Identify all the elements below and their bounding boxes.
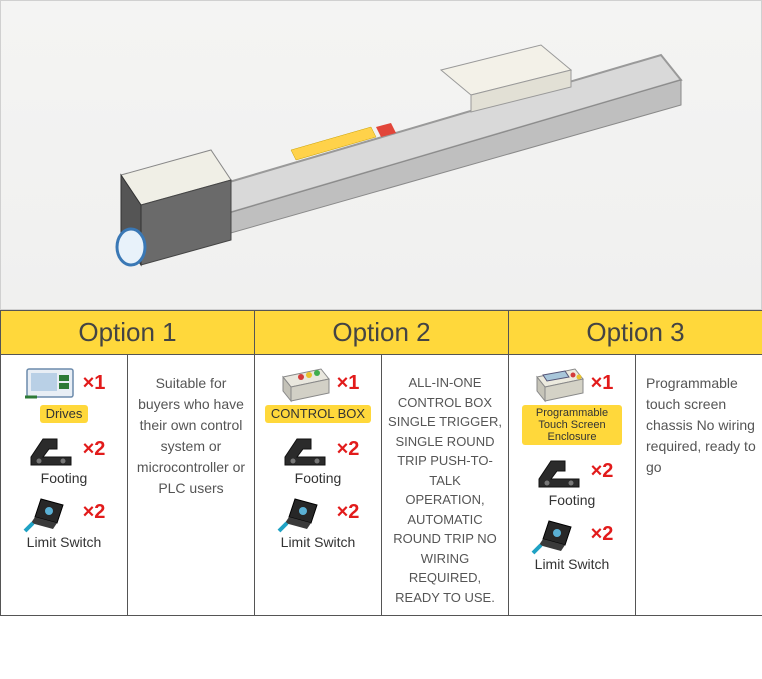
limit-icon bbox=[277, 493, 333, 533]
option-header-1: Option 1 bbox=[1, 311, 255, 355]
footing-icon bbox=[277, 429, 333, 469]
limit-icon bbox=[23, 493, 79, 533]
option2-components: ×1 CONTROL BOX ×2 Footing ×2 Limit Switch bbox=[255, 355, 382, 616]
component-qty: ×2 bbox=[83, 438, 106, 461]
limit-icon bbox=[531, 515, 587, 555]
component-qty: ×1 bbox=[337, 372, 360, 395]
component-item: ×2 Limit Switch bbox=[513, 515, 631, 572]
component-qty: ×2 bbox=[591, 523, 614, 546]
component-item: ×2 Footing bbox=[259, 429, 377, 486]
component-row: ×2 bbox=[531, 451, 614, 491]
component-label: Limit Switch bbox=[27, 535, 102, 550]
component-item: ×2 Limit Switch bbox=[5, 493, 123, 550]
component-row: ×2 bbox=[277, 493, 360, 533]
product-image bbox=[0, 0, 762, 310]
component-label: Limit Switch bbox=[535, 557, 610, 572]
component-qty: ×2 bbox=[591, 460, 614, 483]
component-item: ×2 Footing bbox=[513, 451, 631, 508]
component-item: ×1 Programmable Touch Screen Enclosure bbox=[513, 363, 631, 445]
component-row: ×2 bbox=[277, 429, 360, 469]
component-item: ×2 Limit Switch bbox=[259, 493, 377, 550]
option-header-3: Option 3 bbox=[509, 311, 762, 355]
component-item: ×1 Drives bbox=[5, 363, 123, 423]
footing-icon bbox=[23, 429, 79, 469]
option-header-2: Option 2 bbox=[255, 311, 509, 355]
option1-components: ×1 Drives ×2 Footing ×2 Limit Switch bbox=[1, 355, 128, 616]
component-row: ×2 bbox=[23, 429, 106, 469]
component-label: Footing bbox=[549, 493, 596, 508]
drive-icon bbox=[23, 363, 79, 403]
option2-description: ALL-IN-ONE CONTROL BOX SINGLE TRIGGER, S… bbox=[382, 355, 509, 616]
component-label: Footing bbox=[41, 471, 88, 486]
linear-actuator-illustration bbox=[61, 25, 701, 285]
option3-components: ×1 Programmable Touch Screen Enclosure ×2 F… bbox=[509, 355, 636, 616]
component-label: Footing bbox=[295, 471, 342, 486]
component-label: Programmable Touch Screen Enclosure bbox=[522, 405, 622, 445]
component-qty: ×2 bbox=[83, 501, 106, 524]
component-label: Limit Switch bbox=[281, 535, 356, 550]
option1-description: Suitable for buyers who have their own c… bbox=[128, 355, 255, 616]
component-qty: ×2 bbox=[337, 501, 360, 524]
component-row: ×1 bbox=[531, 363, 614, 403]
component-row: ×1 bbox=[277, 363, 360, 403]
footing-icon bbox=[531, 451, 587, 491]
component-qty: ×1 bbox=[83, 372, 106, 395]
control-box-icon bbox=[277, 363, 333, 403]
option3-description: Programmable touch screen chassis No wir… bbox=[636, 355, 762, 616]
component-row: ×1 bbox=[23, 363, 106, 403]
component-row: ×2 bbox=[23, 493, 106, 533]
component-item: ×2 Footing bbox=[5, 429, 123, 486]
component-row: ×2 bbox=[531, 515, 614, 555]
component-item: ×1 CONTROL BOX bbox=[259, 363, 377, 423]
component-qty: ×2 bbox=[337, 438, 360, 461]
component-qty: ×1 bbox=[591, 372, 614, 395]
touch-box-icon bbox=[531, 363, 587, 403]
component-label: Drives bbox=[40, 405, 89, 423]
options-body-row: ×1 Drives ×2 Footing ×2 Limit Switch Suitable… bbox=[1, 355, 762, 616]
options-header-row: Option 1 Option 2 Option 3 bbox=[1, 311, 762, 355]
options-table: Option 1 Option 2 Option 3 ×1 Drives ×2 Foo… bbox=[0, 310, 762, 616]
component-label: CONTROL BOX bbox=[265, 405, 371, 423]
